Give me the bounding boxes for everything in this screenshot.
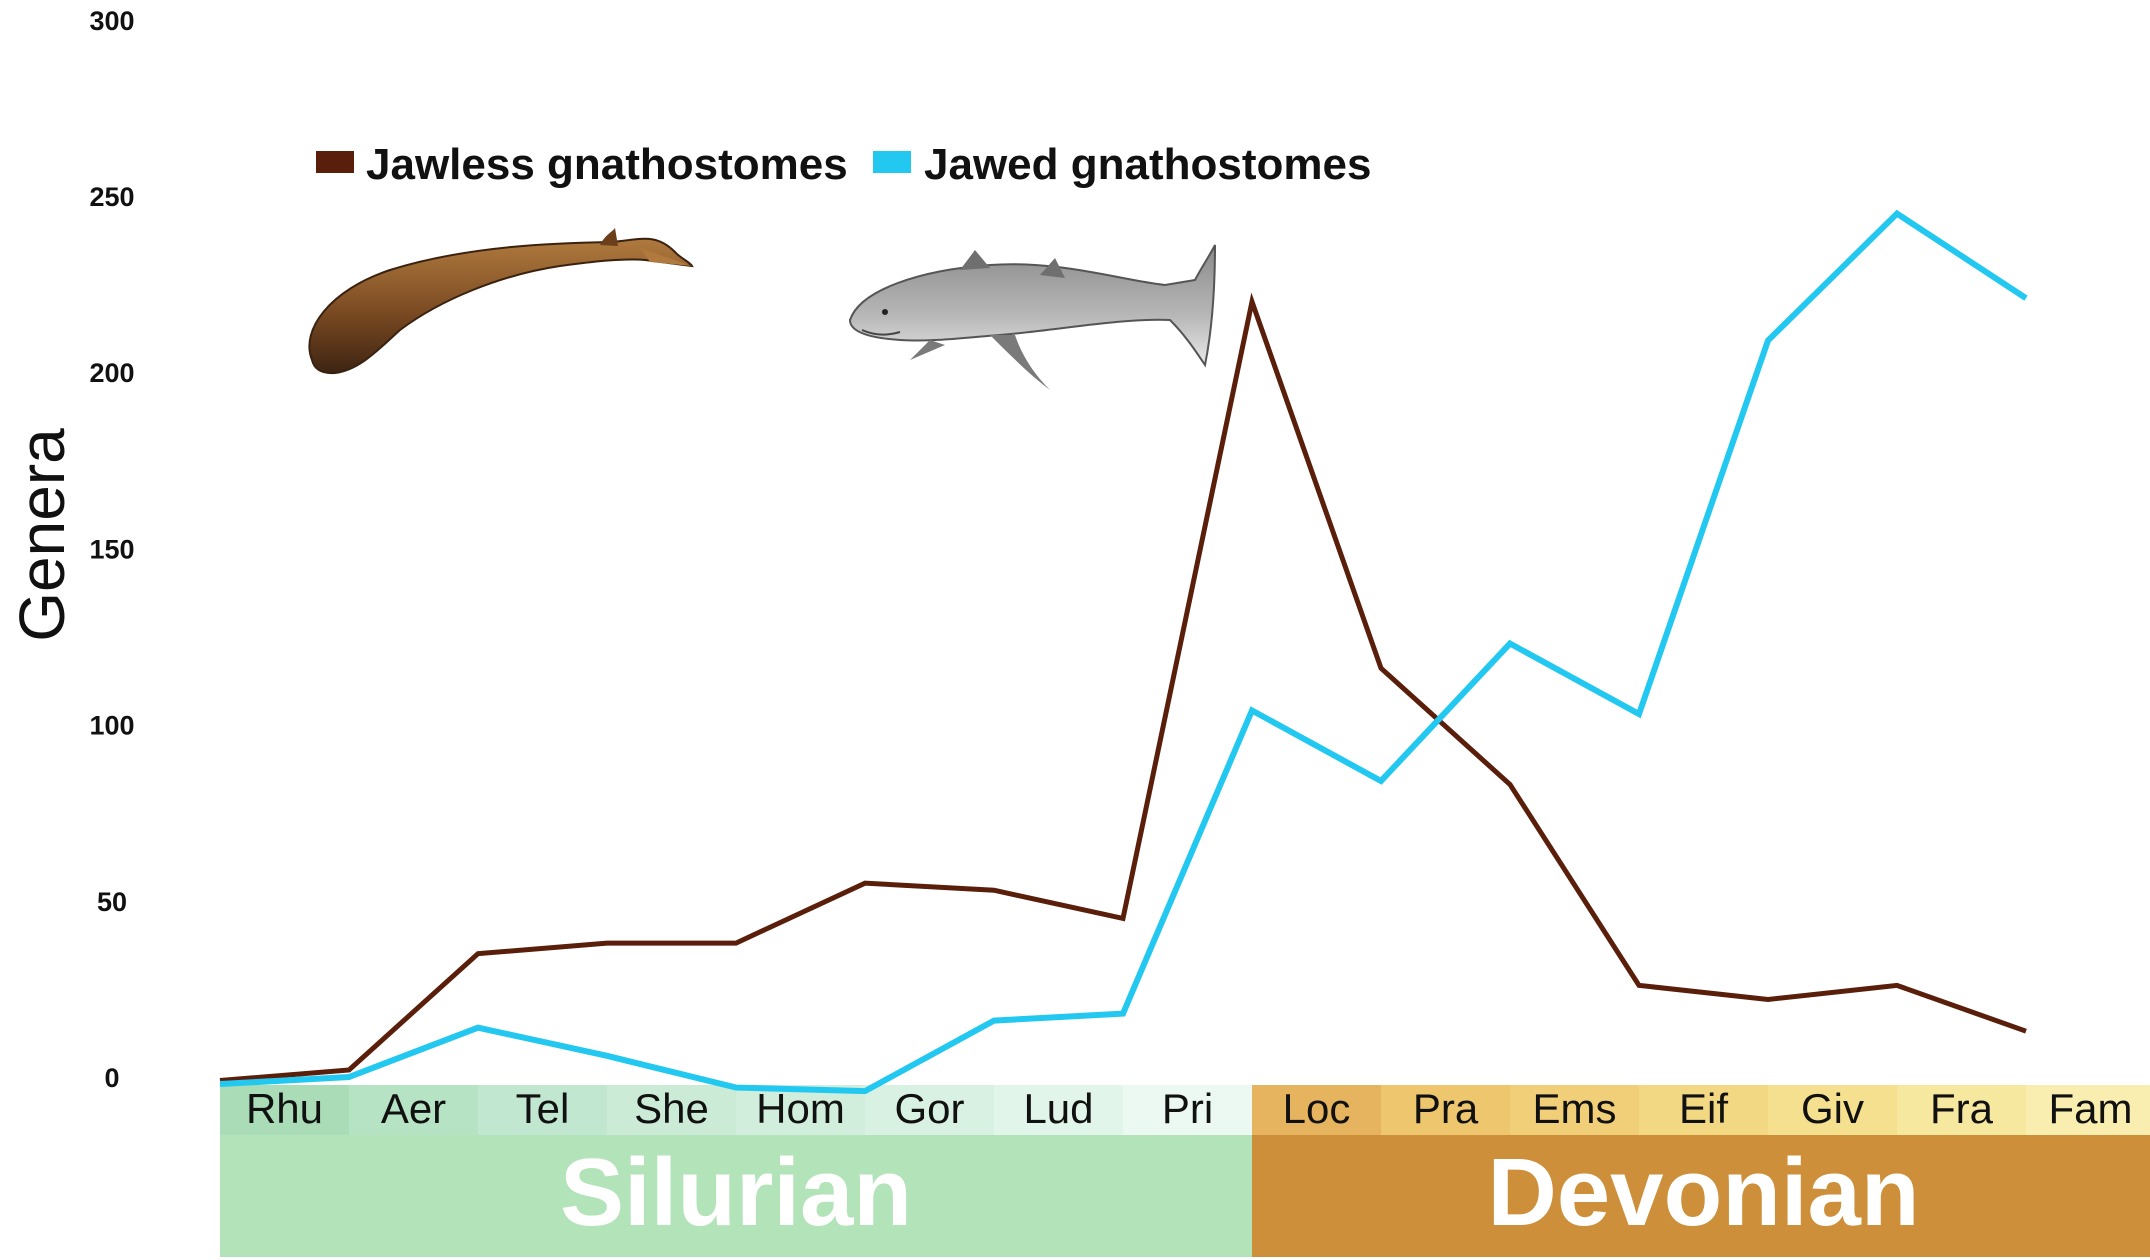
- y-tick-label: 250: [89, 182, 134, 212]
- x-tick-label: Pri: [1162, 1085, 1213, 1132]
- legend-label-jawed: Jawed gnathostomes: [924, 140, 1371, 189]
- shark-illustration: [848, 244, 1216, 390]
- period-band: Silurian Devonian: [220, 1135, 2150, 1257]
- x-tick-label: Aer: [381, 1085, 446, 1132]
- x-tick-label: Fra: [1930, 1085, 1994, 1132]
- stage-band: Rhu Aer Tel She Hom Gor Lud Pri Loc Pra Ems Eif Giv F…: [220, 1085, 2150, 1135]
- legend-swatch-jawless: [316, 151, 354, 173]
- period-cell: [220, 1135, 1252, 1257]
- period-cell: [1252, 1135, 2150, 1257]
- x-tick-label: Rhu: [246, 1085, 323, 1132]
- y-tick-label: 100: [89, 711, 134, 741]
- y-tick-label: 150: [89, 534, 134, 564]
- y-tick-label: 200: [89, 358, 134, 388]
- x-tick-label: She: [634, 1085, 709, 1132]
- period-label: Silurian: [560, 1139, 912, 1246]
- series-line-jawed: [219, 209, 2028, 1095]
- x-tick-label: Fam: [2049, 1085, 2133, 1132]
- y-tick-label: 50: [97, 887, 127, 917]
- series-line-jawless: [219, 292, 2027, 1084]
- x-tick-label: Loc: [1283, 1085, 1351, 1132]
- legend-label-jawless: Jawless gnathostomes: [366, 140, 848, 189]
- jawless-fish-illustration: [308, 228, 694, 375]
- stage-cell: [220, 1085, 349, 1135]
- stage-cell: [1510, 1085, 1639, 1135]
- stage-cell: [2026, 1085, 2150, 1135]
- stage-cell: [1639, 1085, 1768, 1135]
- x-tick-label: Eif: [1679, 1085, 1728, 1132]
- y-axis: 0 50 100 150 200 250 300: [89, 6, 134, 1093]
- x-tick-label: Giv: [1801, 1085, 1864, 1132]
- stage-cell: [607, 1085, 736, 1135]
- x-tick-label: Pra: [1413, 1085, 1479, 1132]
- stage-cell: [1123, 1085, 1252, 1135]
- period-label: Devonian: [1487, 1139, 1919, 1246]
- y-tick-label: 0: [104, 1063, 119, 1093]
- stage-cell: [1768, 1085, 1897, 1135]
- x-tick-label: Tel: [516, 1085, 570, 1132]
- stage-cell: [994, 1085, 1123, 1135]
- series-layer: [219, 209, 2028, 1095]
- y-tick-label: 300: [89, 6, 134, 36]
- stage-cell: [865, 1085, 994, 1135]
- y-axis-label: Genera: [6, 428, 78, 642]
- stage-cell: [478, 1085, 607, 1135]
- legend: Jawless gnathostomes Jawed gnathostomes: [316, 140, 1371, 189]
- stage-cell: [349, 1085, 478, 1135]
- stage-cell: [1381, 1085, 1510, 1135]
- x-tick-label: Ems: [1533, 1085, 1617, 1132]
- legend-swatch-jawed: [873, 151, 911, 173]
- x-tick-label: Lud: [1023, 1085, 1093, 1132]
- stage-cell: [1252, 1085, 1381, 1135]
- x-tick-label: Gor: [894, 1085, 964, 1132]
- stage-cell: [1897, 1085, 2026, 1135]
